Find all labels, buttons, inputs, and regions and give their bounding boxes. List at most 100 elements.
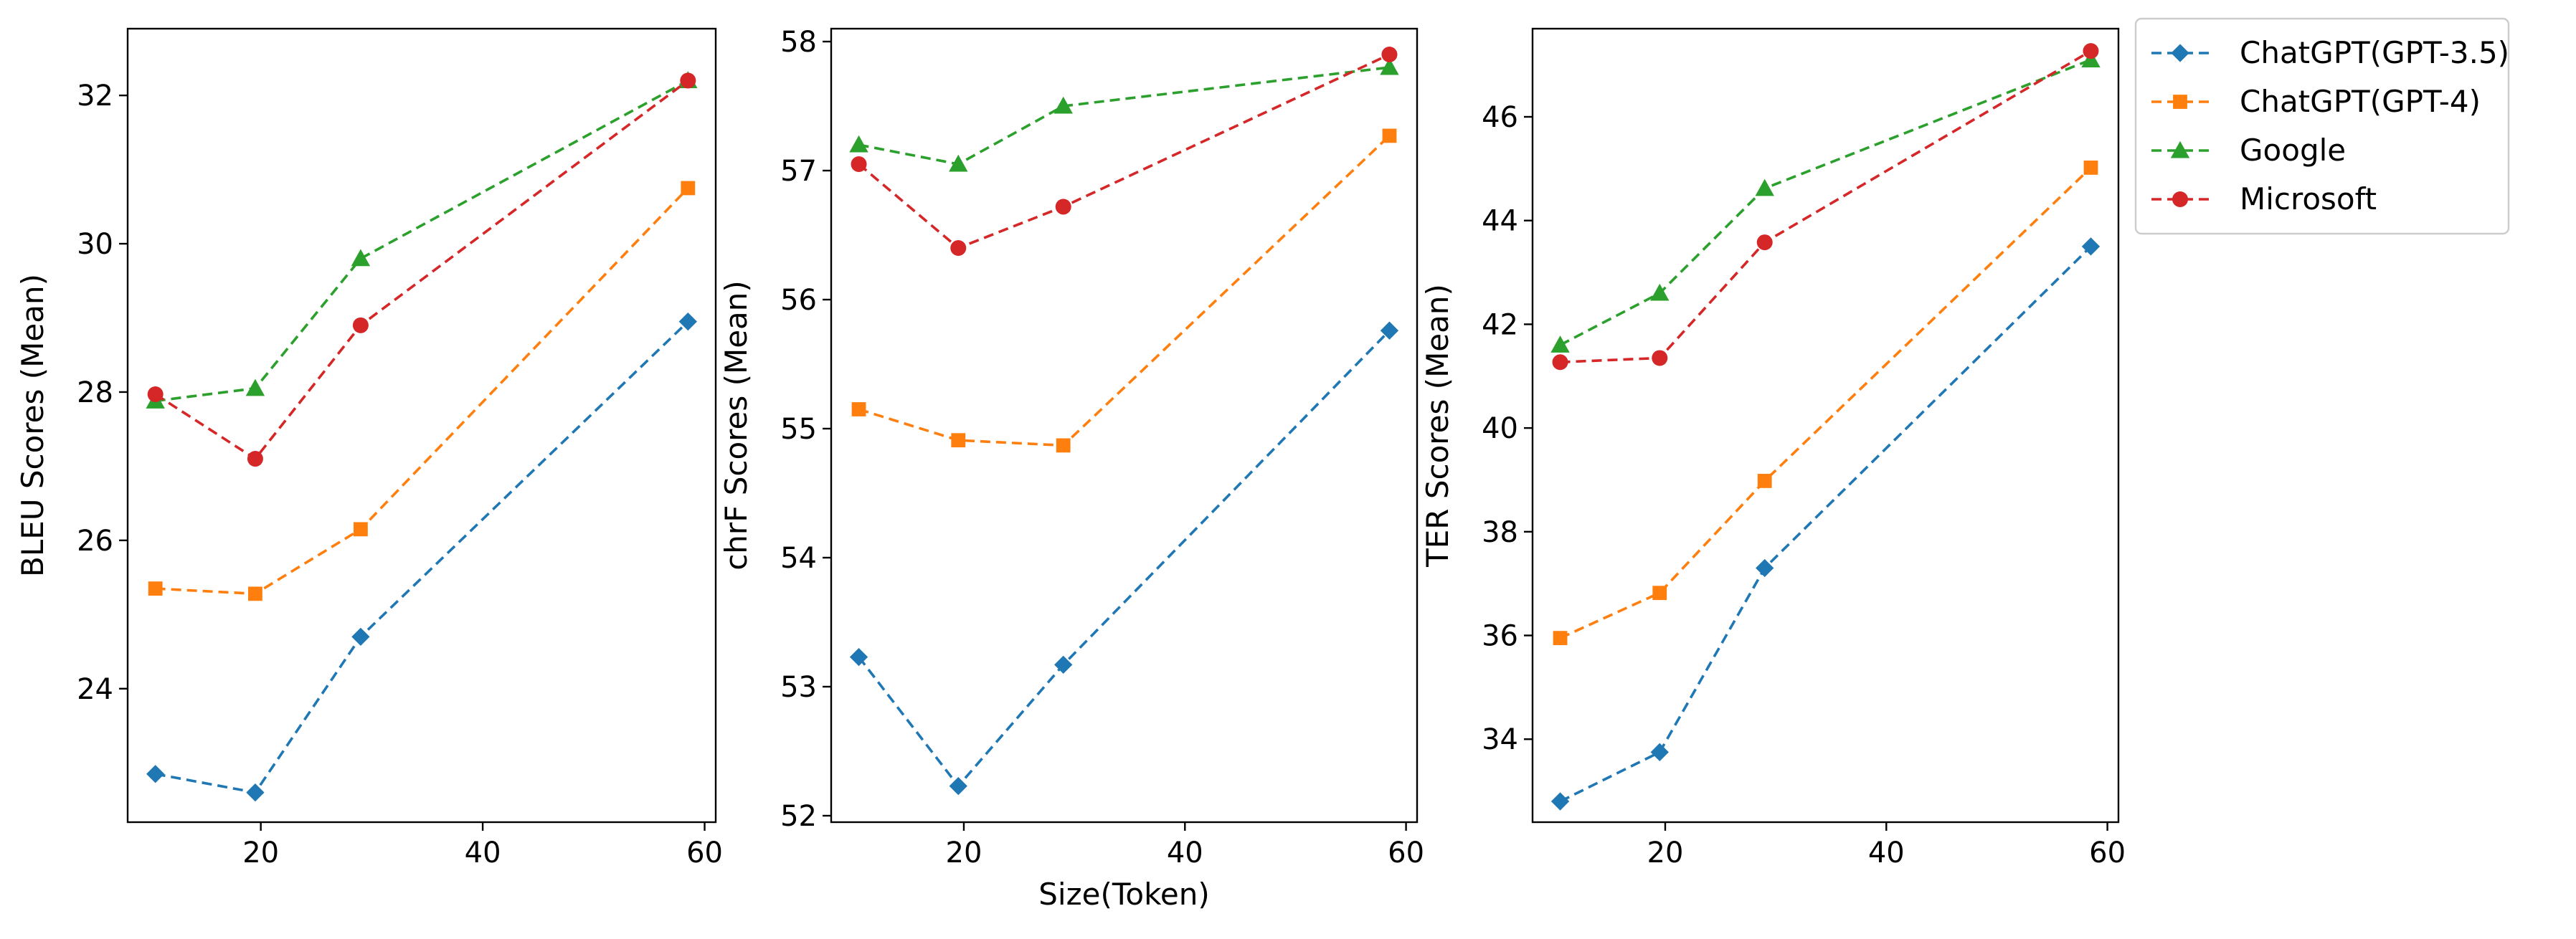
y-tick-label: 38 — [1482, 516, 1518, 549]
series-line-square — [858, 135, 1391, 447]
data-point-square — [1757, 474, 1772, 488]
data-point-diamond — [849, 647, 868, 667]
y-tick-label: 58 — [780, 26, 817, 59]
series-line-square — [155, 187, 689, 596]
legend: ChatGPT(GPT-3.5) ChatGPT(GPT-4) Google Micr… — [2134, 17, 2510, 235]
panel-1: 20 40 60 24 26 28 30 32 BLEU Scores (Mean) — [15, 27, 723, 869]
data-point-square — [248, 586, 262, 601]
data-point-triangle — [949, 154, 968, 172]
data-point-circle — [352, 317, 369, 333]
legend-item: Microsoft — [2151, 181, 2377, 216]
panel-3: 20 40 60 34 36 38 40 42 44 46 TER Scores (Mean) — [1420, 27, 2126, 869]
data-point-diamond — [1756, 558, 1774, 578]
series-line-diamond — [1559, 245, 2092, 803]
series-line-triangle — [858, 66, 1390, 166]
data-point-diamond — [246, 783, 265, 802]
axes-frame — [126, 27, 717, 824]
data-point-diamond — [1650, 743, 1669, 761]
data-point-square — [2083, 161, 2098, 175]
legend-label: ChatGPT(GPT-3.5) — [2240, 35, 2509, 70]
y-tick-label: 42 — [1482, 308, 1518, 341]
data-point-square — [851, 402, 866, 416]
data-point-square — [148, 581, 163, 596]
x-tick-label: 20 — [242, 836, 279, 869]
data-point-circle — [1381, 47, 1398, 62]
data-point-circle — [2083, 43, 2099, 59]
data-point-square — [1382, 128, 1397, 143]
x-tick-label: 60 — [2089, 836, 2126, 869]
legend-frame — [2134, 17, 2510, 235]
series-line-diamond — [155, 320, 689, 794]
data-point-square — [951, 433, 966, 448]
data-point-triangle — [1550, 335, 1570, 353]
x-tick-label: 40 — [465, 836, 501, 869]
data-point-diamond — [678, 313, 697, 331]
data-point-circle — [1055, 199, 1071, 215]
y-tick-label: 32 — [77, 80, 113, 113]
axes-frame — [830, 27, 1419, 824]
data-point-triangle — [849, 135, 868, 153]
data-point-circle — [1552, 354, 1568, 371]
data-point-square — [1553, 631, 1568, 646]
data-point-diamond — [351, 627, 370, 647]
y-tick-label: 55 — [780, 413, 817, 446]
y-tick-label: 34 — [1482, 723, 1518, 756]
series-line-square — [1559, 166, 2092, 639]
data-point-diamond — [1054, 655, 1073, 675]
legend-marker-diamond — [2171, 44, 2189, 62]
data-point-square — [354, 522, 368, 537]
panel-2: 20 40 60 52 53 54 55 56 57 58 chrF Scores (Mean) — [719, 26, 1424, 869]
legend-marker-circle — [2172, 191, 2188, 207]
data-point-diamond — [1380, 321, 1399, 340]
y-tick-label: 44 — [1482, 205, 1518, 238]
y-tick-label: 57 — [780, 155, 817, 188]
legend-item: ChatGPT(GPT-3.5) — [2151, 35, 2509, 70]
data-point-circle — [247, 451, 263, 467]
axes-frame — [1531, 27, 2120, 824]
data-point-triangle — [351, 249, 371, 267]
x-tick-label: 60 — [686, 836, 723, 869]
data-point-diamond — [1550, 792, 1570, 811]
series-line-triangle — [155, 79, 689, 403]
legend-label: ChatGPT(GPT-4) — [2240, 84, 2481, 119]
data-point-circle — [680, 72, 696, 89]
legend-item: ChatGPT(GPT-4) — [2151, 84, 2481, 119]
data-point-circle — [1756, 234, 1773, 251]
x-tick-label: 40 — [1868, 836, 1905, 869]
y-tick-label: 53 — [780, 671, 817, 704]
x-tick-label: 20 — [1647, 836, 1684, 869]
series-line-diamond — [858, 329, 1391, 788]
data-point-circle — [851, 156, 867, 172]
data-point-triangle — [1380, 57, 1399, 75]
x-tick-label: 60 — [1388, 836, 1424, 869]
legend-label: Google — [2240, 133, 2346, 168]
data-point-triangle — [1755, 178, 1774, 196]
x-tick-label: 40 — [1167, 836, 1203, 869]
data-point-circle — [1652, 350, 1668, 366]
x-axis-label: Size(Token) — [1038, 877, 1210, 912]
data-point-diamond — [949, 776, 967, 796]
data-point-square — [1056, 438, 1071, 453]
y-tick-label: 56 — [780, 284, 817, 317]
y-tick-label: 52 — [780, 800, 817, 833]
y-tick-label: 36 — [1482, 620, 1518, 653]
legend-item: Google — [2151, 133, 2346, 168]
y-axis-label: chrF Scores (Mean) — [719, 280, 754, 571]
series-line-triangle — [1559, 58, 2092, 346]
y-tick-label: 26 — [77, 525, 113, 558]
y-tick-label: 30 — [77, 228, 113, 261]
data-point-triangle — [1650, 283, 1670, 301]
legend-marker-triangle — [2170, 140, 2190, 158]
data-point-circle — [147, 386, 164, 403]
y-tick-label: 40 — [1482, 412, 1518, 445]
data-point-triangle — [1053, 96, 1073, 114]
y-axis-label: BLEU Scores (Mean) — [15, 274, 50, 577]
x-tick-label: 20 — [946, 836, 982, 869]
data-point-square — [1652, 586, 1667, 601]
y-tick-label: 24 — [77, 673, 113, 706]
y-tick-label: 46 — [1482, 101, 1518, 134]
series-line-circle — [1560, 49, 2092, 364]
data-point-diamond — [2081, 237, 2101, 256]
y-tick-label: 28 — [77, 376, 113, 409]
